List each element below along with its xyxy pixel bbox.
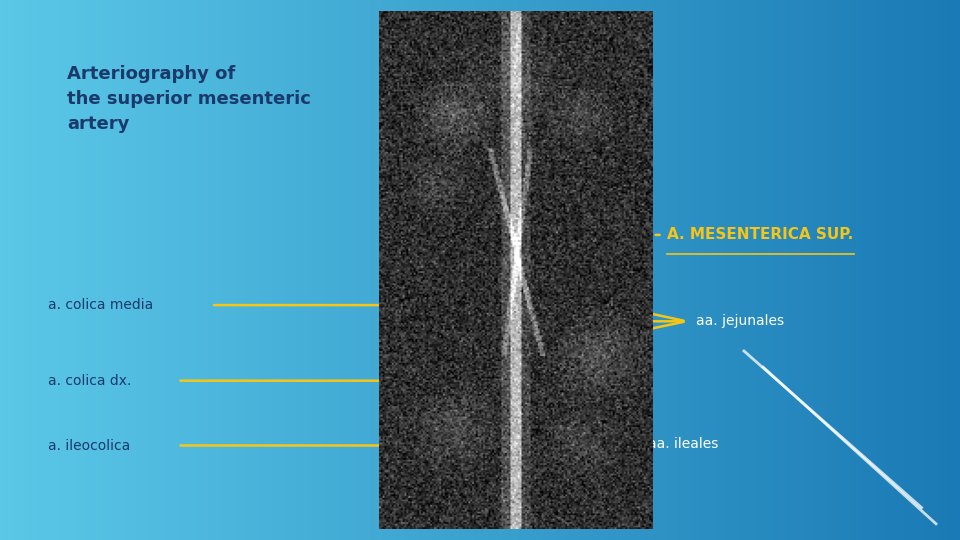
Text: A. MESENTERICA SUP.: A. MESENTERICA SUP. <box>667 227 853 242</box>
Text: a. colica dx.: a. colica dx. <box>48 374 132 388</box>
Text: aa. jejunales: aa. jejunales <box>696 314 784 328</box>
Bar <box>379 11 653 529</box>
Text: a. colica media: a. colica media <box>48 298 154 312</box>
Text: a. ileocolica: a. ileocolica <box>48 438 131 453</box>
Text: aa. ileales: aa. ileales <box>648 437 718 451</box>
Text: Arteriography of
the superior mesenteric
artery: Arteriography of the superior mesenteric… <box>67 65 311 133</box>
